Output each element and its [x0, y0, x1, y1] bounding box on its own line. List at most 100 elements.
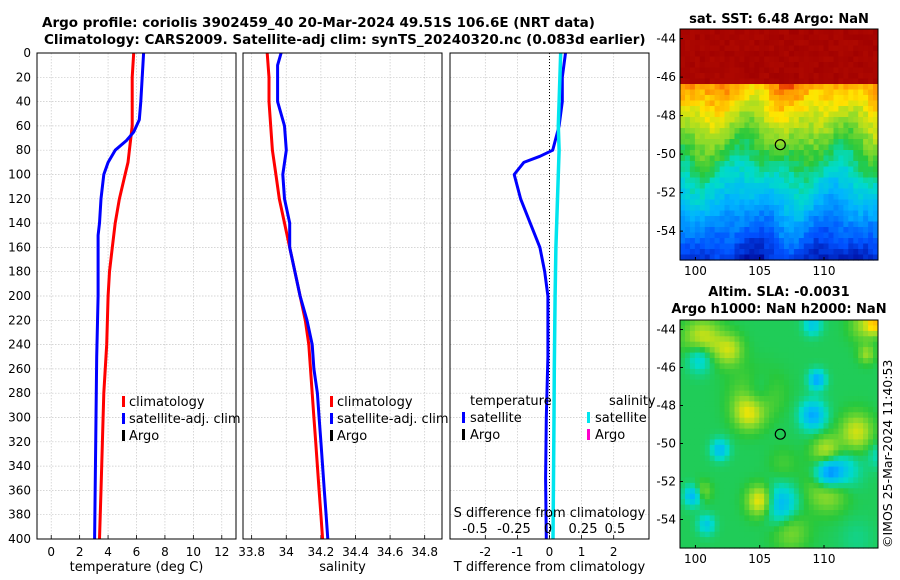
depth-tick-label: 340: [8, 459, 31, 473]
panel-frame-3: [449, 52, 650, 540]
sla-map-lon-tick-label: 100: [684, 552, 707, 566]
sst-map-lon-tick-label: 110: [813, 264, 836, 278]
temperature-xtick-label: 12: [214, 545, 229, 559]
sst-map-lat-tick-label: -48: [656, 109, 676, 123]
sla-map-frame: [679, 319, 879, 549]
depth-tick-label: 180: [8, 265, 31, 279]
temperature-legend-label: climatology: [129, 395, 205, 410]
salinity-xlabel: salinity: [319, 560, 366, 575]
differences-xtick-label: 2: [610, 545, 618, 559]
sla-map-lat-tick-label: -46: [656, 361, 676, 375]
salinity-xtick-label: 34: [279, 545, 294, 559]
figure-title-line1: Argo profile: coriolis 3902459_40 20-Mar…: [42, 15, 595, 31]
diff-legend-sal-sat-swatch: [587, 412, 590, 423]
depth-tick-label: 100: [8, 168, 31, 182]
salinity-satellite-line: [276, 52, 330, 540]
temperature-xtick-label: 10: [186, 545, 201, 559]
salinity-legend-swatch: [330, 396, 333, 407]
depth-tick-label: 20: [16, 70, 31, 84]
temperature-satellite-line: [93, 52, 146, 540]
sla-map-lat-tick-label: -44: [656, 323, 676, 337]
salinity-legend-swatch: [330, 413, 333, 424]
sla-map-lon-tick-label: 110: [813, 552, 836, 566]
depth-tick-label: 380: [8, 508, 31, 522]
figure-title-line2: Climatology: CARS2009. Satellite-adj cli…: [44, 32, 646, 48]
depth-tick-label: 260: [8, 362, 31, 376]
depth-tick-label: 240: [8, 338, 31, 352]
temperature-xtick-label: 2: [76, 545, 84, 559]
sst-map-frame: [679, 28, 879, 261]
salinity-legend-label: climatology: [337, 395, 413, 410]
diff-legend-sal-sat-label: satellite: [595, 411, 647, 426]
depth-tick-label: 400: [8, 532, 31, 546]
salinity-xtick-label: 34.8: [411, 545, 438, 559]
salinity-diff-tick-label: 0: [544, 522, 552, 537]
sla-map-lat-tick-label: -52: [656, 475, 676, 489]
salinity-diff-tick-label: 0.5: [605, 522, 626, 537]
temperature-legend-label: satellite-adj. clim: [129, 412, 241, 427]
sst-map-lon-tick-label: 105: [748, 264, 771, 278]
sst-map-title: sat. SST: 6.48 Argo: NaN: [689, 12, 869, 27]
sst-map-argo-location-marker: [774, 139, 786, 151]
sla-map-argo-location-marker: [774, 428, 786, 440]
sst-map-lat-tick-label: -46: [656, 70, 676, 84]
sst-map-lat-tick-label: -50: [656, 147, 676, 161]
differences-xtick-label: -2: [479, 545, 491, 559]
depth-tick-label: 300: [8, 411, 31, 425]
diff-legend-temp-sat-label: satellite: [470, 411, 522, 426]
diff-legend-temperature-title: temperature: [470, 394, 552, 409]
depth-tick-label: 120: [8, 192, 31, 206]
diff-legend-temp-argo-swatch: [462, 429, 465, 440]
depth-tick-label: 320: [8, 435, 31, 449]
depth-tick-label: 220: [8, 313, 31, 327]
depth-tick-label: 200: [8, 289, 31, 303]
salinity-xtick-label: 34.4: [342, 545, 369, 559]
depth-tick-label: 140: [8, 216, 31, 230]
temperature-xtick-label: 0: [47, 545, 55, 559]
sst-map-lat-tick-label: -52: [656, 186, 676, 200]
temperature-xtick-label: 4: [104, 545, 112, 559]
panel-frame-2: [242, 52, 443, 540]
sla-map-title-line2: Argo h1000: NaN h2000: NaN: [671, 302, 886, 317]
sst-map-heatmap-cells: [680, 29, 879, 261]
temperature-legend-swatch: [122, 430, 125, 441]
temperature-xlabel: temperature (deg C): [70, 560, 204, 575]
diff-legend-temp-sat-swatch: [462, 412, 465, 423]
sla-map-lon-tick-label: 105: [748, 552, 771, 566]
salinity-diff-tick-label: -0.5: [462, 522, 487, 537]
diff-legend-sal-argo-swatch: [587, 429, 590, 440]
temperature-xtick-label: 8: [161, 545, 169, 559]
temperature-climatology-line: [98, 52, 136, 540]
temperature-legend-label: Argo: [129, 429, 159, 444]
diff-legend-temp-argo-label: Argo: [470, 428, 500, 443]
salinity-xtick-label: 34.6: [377, 545, 404, 559]
depth-tick-label: 160: [8, 240, 31, 254]
panel-frame-1: [36, 52, 237, 540]
temperature-legend-swatch: [122, 396, 125, 407]
differences-xlabel: T difference from climatology: [453, 560, 646, 575]
salinity-legend-swatch: [330, 430, 333, 441]
sst-map-lon-tick-label: 100: [684, 264, 707, 278]
salinity-legend-label: Argo: [337, 429, 367, 444]
differences-xtick-label: -1: [511, 545, 523, 559]
salinity-xtick-label: 33.8: [238, 545, 265, 559]
salinity-diff-tick-label: -0.25: [497, 522, 531, 537]
depth-tick-label: 280: [8, 386, 31, 400]
temperature-legend-swatch: [122, 413, 125, 424]
salinity-xtick-label: 34.2: [308, 545, 335, 559]
diff-legend-salinity-title: salinity: [609, 394, 656, 409]
depth-tick-label: 40: [16, 95, 31, 109]
differences-xtick-label: 1: [578, 545, 586, 559]
sla-map-lat-tick-label: -54: [656, 513, 676, 527]
salinity-diff-axis-label: S difference from climatology: [454, 506, 646, 521]
temperature-xtick-label: 6: [133, 545, 141, 559]
sla-map-lat-tick-label: -50: [656, 437, 676, 451]
sst-map-lat-tick-label: -54: [656, 224, 676, 238]
sst-map-lat-tick-label: -44: [656, 32, 676, 46]
differences-xtick-label: 0: [546, 545, 554, 559]
salinity-difference-line: [551, 52, 563, 540]
salinity-diff-tick-label: 0.25: [569, 522, 598, 537]
depth-tick-label: 0: [23, 46, 31, 60]
depth-tick-label: 360: [8, 483, 31, 497]
